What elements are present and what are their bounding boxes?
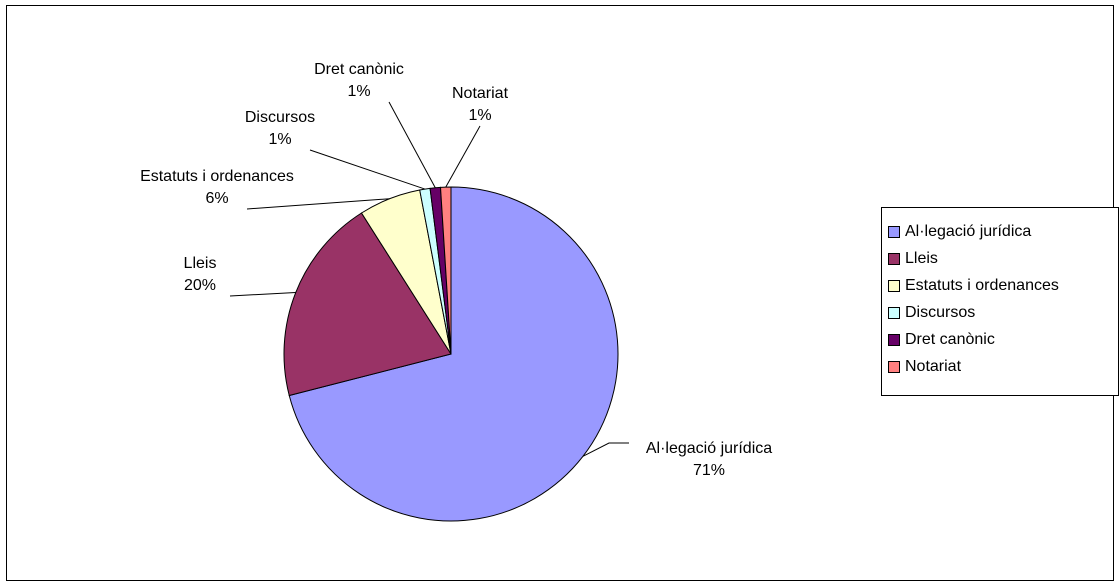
data-label-percent: 1% bbox=[268, 131, 291, 148]
legend-item: Dret canònic bbox=[888, 326, 1118, 353]
leader-line bbox=[246, 198, 390, 210]
legend-swatch bbox=[888, 360, 900, 373]
legend-label: Lleis bbox=[905, 249, 938, 267]
legend-swatch bbox=[888, 333, 900, 346]
pie-slice bbox=[439, 186, 452, 355]
legend-item: Al·legació jurídica bbox=[888, 218, 1118, 245]
leader-line bbox=[229, 292, 296, 297]
legend-label: Dret canònic bbox=[905, 330, 995, 348]
legend-swatch bbox=[888, 306, 900, 319]
data-label-percent: 6% bbox=[205, 190, 228, 207]
legend-swatch bbox=[888, 225, 900, 238]
leader-line bbox=[582, 442, 629, 457]
legend-swatch bbox=[888, 279, 900, 292]
legend-item: Estatuts i ordenances bbox=[888, 272, 1118, 299]
data-label-percent: 71% bbox=[693, 462, 725, 479]
leader-line bbox=[388, 101, 436, 188]
legend-label: Al·legació jurídica bbox=[905, 222, 1032, 240]
leader-line bbox=[445, 125, 481, 188]
data-label-percent: 1% bbox=[468, 107, 491, 124]
legend-item: Discursos bbox=[888, 299, 1118, 326]
legend-label: Estatuts i ordenances bbox=[905, 276, 1059, 294]
data-label-name: Estatuts i ordenances bbox=[140, 168, 294, 185]
legend-item: Lleis bbox=[888, 245, 1118, 272]
pie-chart: Al·legació jurídica 71% Lleis 20% Estatuts i… bbox=[140, 61, 772, 522]
data-label-percent: 20% bbox=[184, 277, 216, 294]
data-label-name: Lleis bbox=[184, 255, 217, 272]
data-label-percent: 1% bbox=[347, 83, 370, 100]
data-label-name: Al·legació jurídica bbox=[646, 440, 772, 457]
data-label-name: Dret canònic bbox=[314, 61, 404, 78]
pie-slice bbox=[283, 212, 452, 397]
legend: Al·legació jurídica Lleis Estatuts i orden… bbox=[881, 207, 1119, 396]
legend-label: Notariat bbox=[905, 357, 962, 375]
chart-frame: Al·legació jurídica 71% Lleis 20% Estatuts i… bbox=[6, 5, 1119, 581]
legend-label: Discursos bbox=[905, 303, 976, 321]
leader-line bbox=[309, 149, 426, 190]
data-label-name: Discursos bbox=[245, 109, 315, 126]
legend-item: Notariat bbox=[888, 353, 1118, 380]
legend-swatch bbox=[888, 252, 900, 265]
data-label-name: Notariat bbox=[452, 85, 509, 102]
